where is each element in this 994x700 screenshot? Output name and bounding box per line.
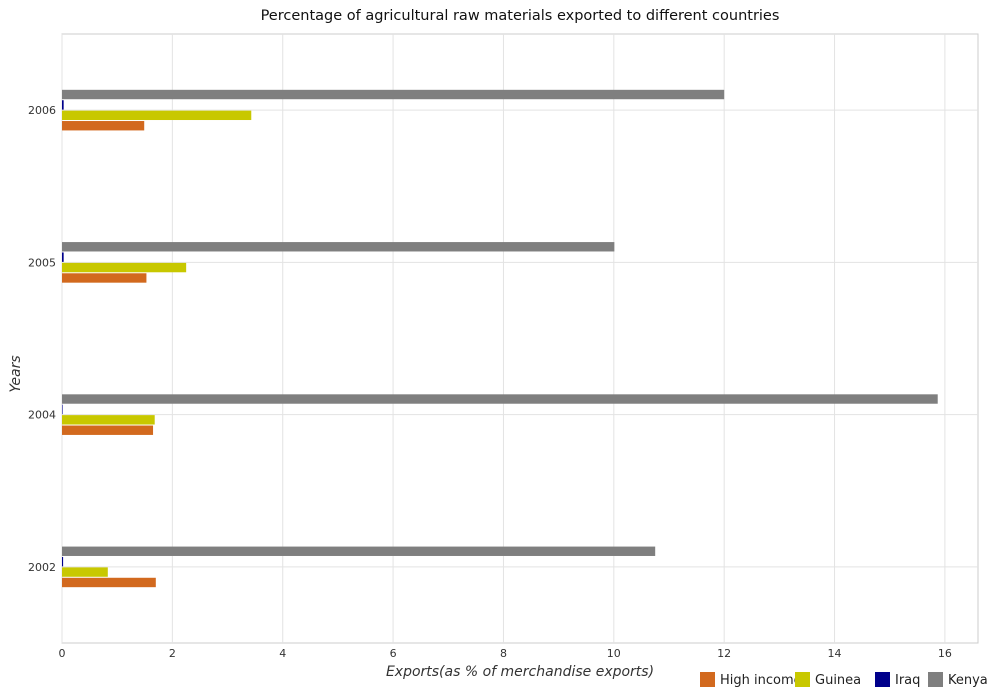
legend-label-kenya: Kenya bbox=[948, 673, 988, 688]
legend-label-guinea: Guinea bbox=[815, 673, 861, 688]
y-axis-ticks: 2002 2004 2005 2006 bbox=[28, 104, 56, 574]
x-tick-label: 0 bbox=[59, 647, 66, 660]
bar-iraq-2006 bbox=[62, 100, 64, 110]
bar-high-income-2006 bbox=[62, 121, 145, 131]
bar-iraq-2005 bbox=[62, 252, 64, 262]
bar-kenya-2002 bbox=[62, 546, 656, 556]
x-axis-ticks: 0 2 4 6 8 10 12 14 16 bbox=[59, 647, 952, 660]
plot-frame bbox=[61, 33, 979, 644]
legend-swatch-kenya bbox=[928, 672, 943, 687]
x-tick-label: 6 bbox=[390, 647, 397, 660]
y-axis-label: Years bbox=[8, 355, 24, 392]
x-axis-label: Exports(as % of merchandise exports) bbox=[386, 664, 654, 680]
bar-kenya-2005 bbox=[62, 242, 615, 252]
legend-label-iraq: Iraq bbox=[895, 673, 920, 688]
bar-guinea-2005 bbox=[62, 262, 187, 273]
y-tick-label: 2005 bbox=[28, 256, 56, 269]
y-tick-label: 2004 bbox=[28, 409, 56, 422]
y-tick-label: 2006 bbox=[28, 104, 56, 117]
x-tick-label: 12 bbox=[717, 647, 731, 660]
bar-kenya-2004 bbox=[62, 394, 938, 404]
legend-swatch-guinea bbox=[795, 672, 810, 687]
bar-guinea-2002 bbox=[62, 567, 108, 577]
bar-high-income-2005 bbox=[62, 273, 147, 283]
bar-high-income-2004 bbox=[62, 425, 154, 435]
legend: High income Guinea Iraq Kenya bbox=[700, 672, 988, 688]
x-tick-label: 8 bbox=[500, 647, 507, 660]
x-tick-label: 4 bbox=[279, 647, 286, 660]
bar-kenya-2006 bbox=[62, 89, 725, 100]
y-tick-label: 2002 bbox=[28, 561, 56, 574]
x-tick-label: 2 bbox=[169, 647, 176, 660]
legend-label-high-income: High income bbox=[720, 673, 802, 688]
bar-guinea-2006 bbox=[62, 110, 252, 121]
chart-title: Percentage of agricultural raw materials… bbox=[260, 8, 780, 24]
bar-iraq-2004 bbox=[62, 404, 63, 415]
grid-lines bbox=[61, 33, 979, 644]
x-tick-label: 14 bbox=[828, 647, 842, 660]
legend-swatch-high-income bbox=[700, 672, 715, 687]
bar-guinea-2004 bbox=[62, 415, 155, 425]
legend-swatch-iraq bbox=[875, 672, 890, 687]
bars bbox=[62, 89, 938, 588]
x-tick-label: 10 bbox=[607, 647, 621, 660]
bar-high-income-2002 bbox=[62, 577, 156, 588]
x-tick-label: 16 bbox=[938, 647, 952, 660]
bar-iraq-2002 bbox=[62, 556, 64, 567]
